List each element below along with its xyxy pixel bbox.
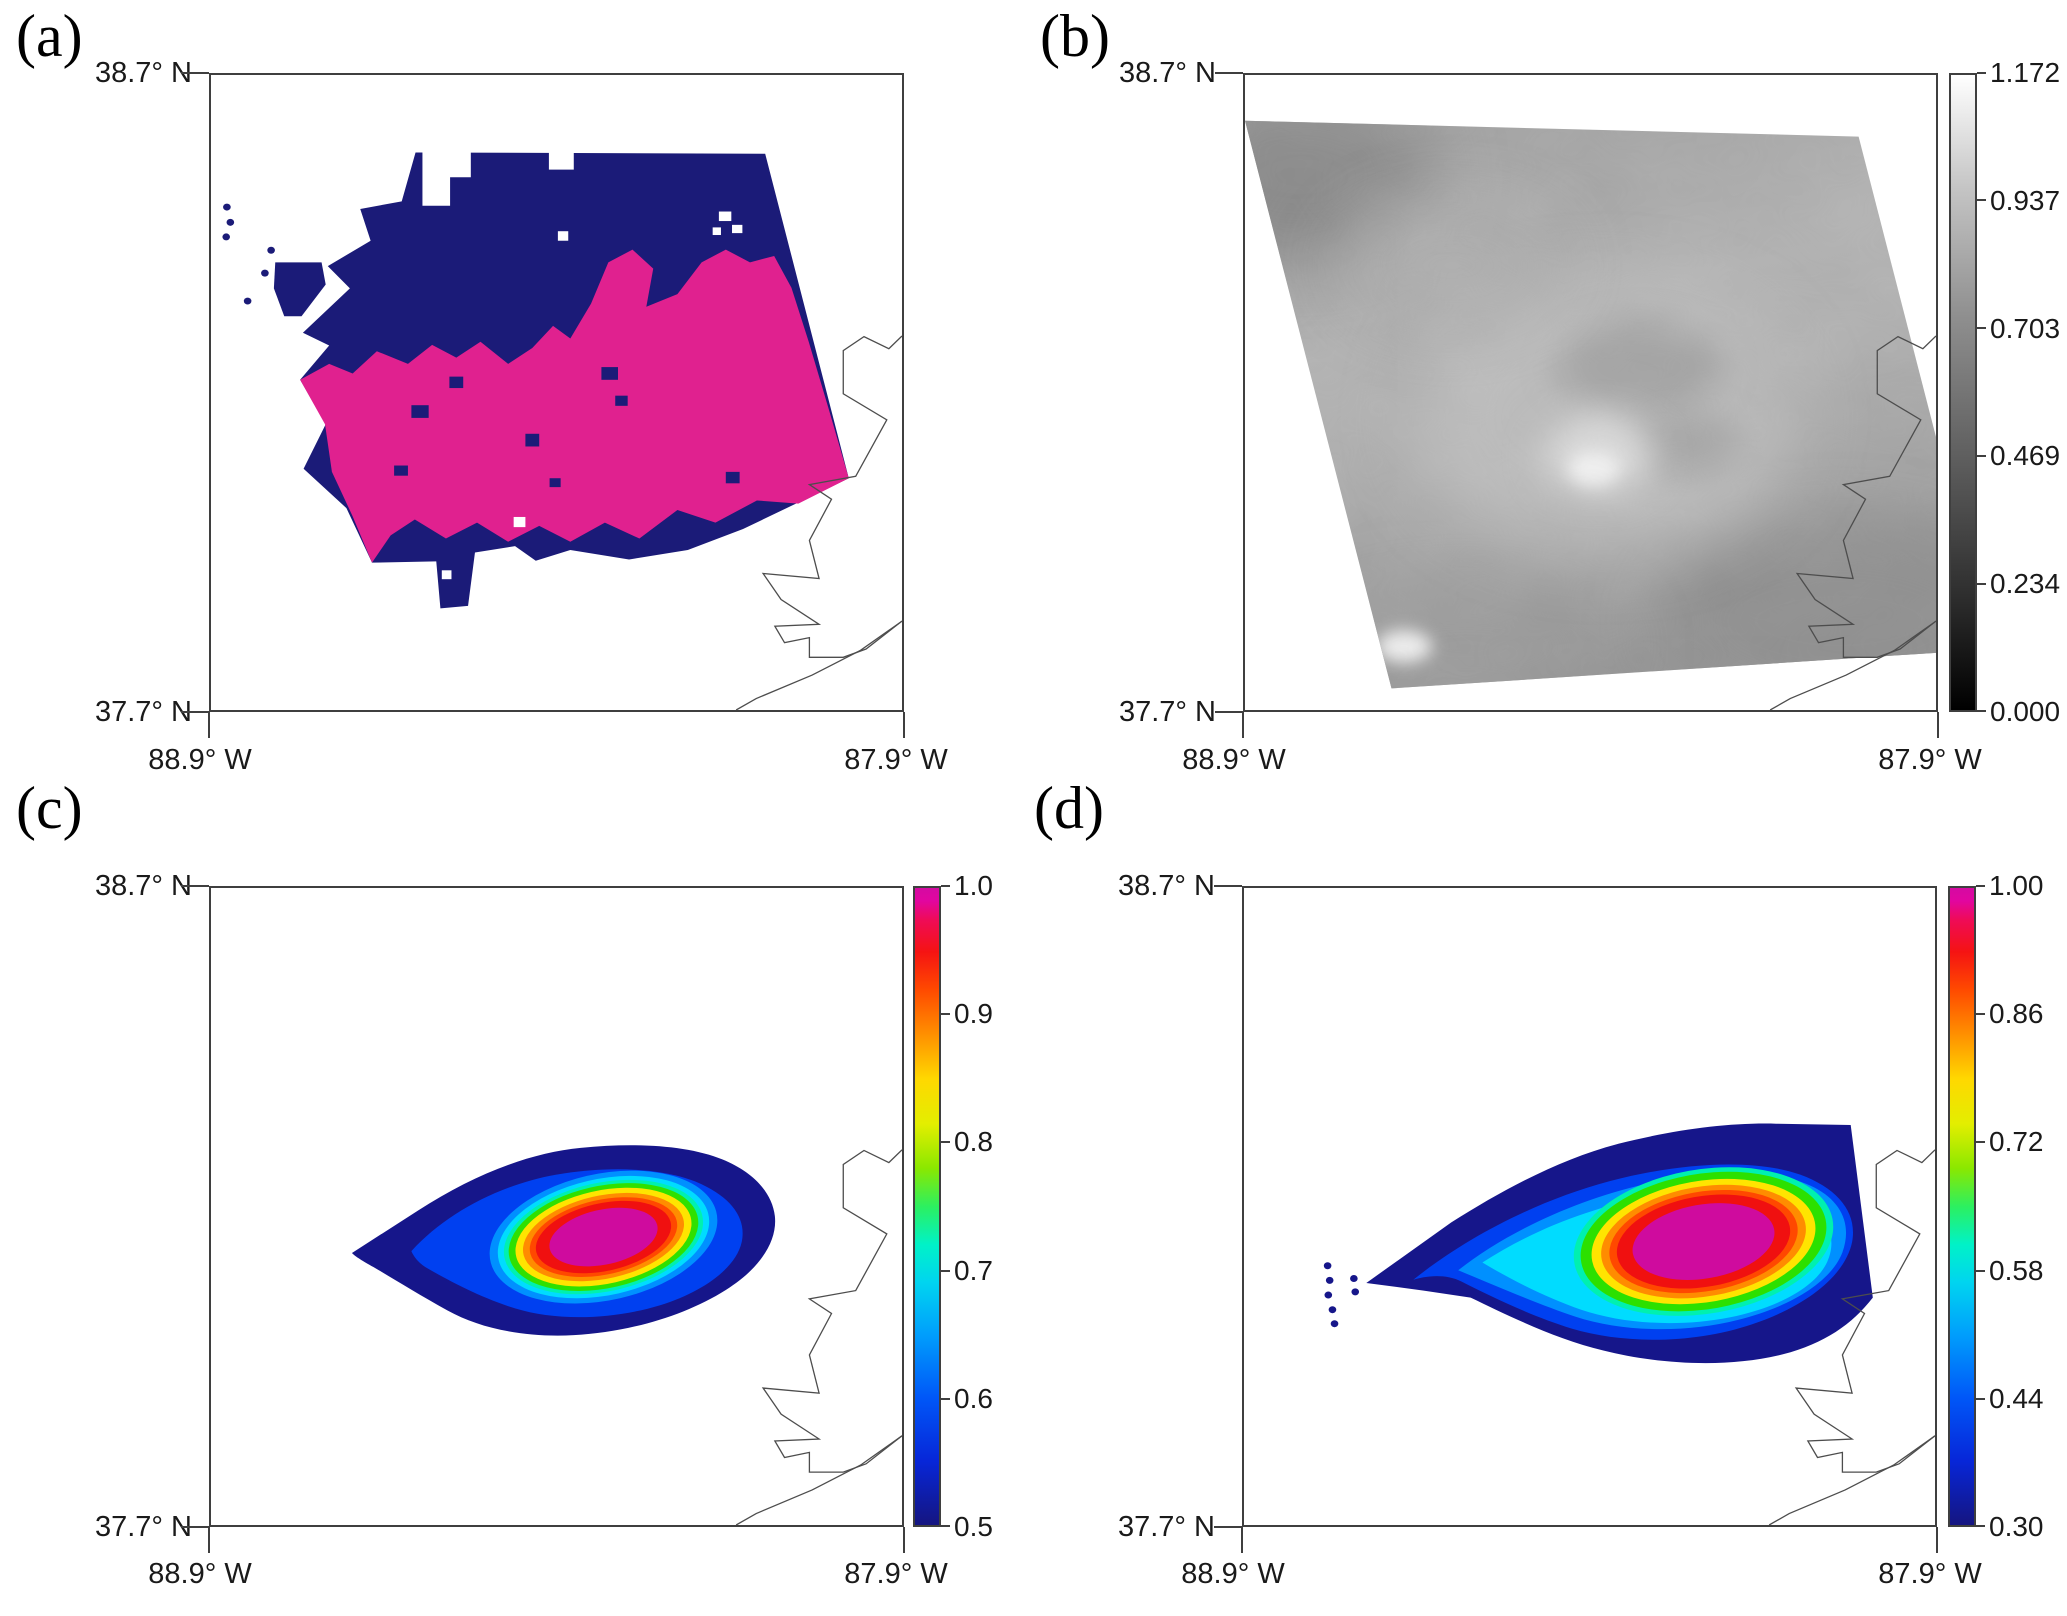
colorbar-tick <box>1976 1398 1985 1400</box>
axis-tick <box>1241 1527 1243 1553</box>
colorbar-tick <box>1976 1525 1985 1527</box>
panel-a-frame <box>209 73 904 712</box>
panel-b-tag: (b) <box>1040 3 1110 69</box>
panel-c-lon-left: 88.9° W <box>148 1558 252 1590</box>
colorbar-tick <box>941 1141 950 1143</box>
navy-dot-specks <box>1323 1262 1360 1328</box>
coastline <box>736 1150 902 1525</box>
colorbar-c-label: 0.6 <box>954 1383 993 1414</box>
panel-b-map <box>1245 120 1936 710</box>
navy-specks <box>222 203 326 317</box>
coastline <box>736 336 902 710</box>
colorbar-c-label: 0.7 <box>954 1255 993 1286</box>
panel-d-tag: (d) <box>1034 775 1104 841</box>
axis-tick <box>1215 711 1243 713</box>
classification-swath <box>222 148 849 609</box>
panel-b-lon-right: 87.9° W <box>1878 744 1982 776</box>
panel-b-lat-top: 38.7° N <box>1118 57 1216 89</box>
colorbar-tick <box>1977 455 1986 457</box>
axis-tick <box>181 1526 209 1528</box>
panel-c-frame <box>209 886 904 1527</box>
colorbar-c-label: 0.8 <box>954 1126 993 1157</box>
colorbar-tick <box>1976 1013 1985 1015</box>
colorbar-tick <box>941 1525 950 1527</box>
panel-c-lat-top: 38.7° N <box>94 870 192 902</box>
panel-a-lon-right: 87.9° W <box>844 744 948 776</box>
panel-b-frame <box>1243 73 1938 712</box>
colorbar-tick <box>1977 199 1986 201</box>
axis-tick <box>181 72 209 74</box>
colorbar-tick <box>1977 710 1986 712</box>
navy-islands <box>394 367 740 488</box>
panel-d-colorbar <box>1948 886 1976 1527</box>
colorbar-tick <box>1976 1141 1985 1143</box>
colorbar-d-label: 0.30 <box>1989 1511 2044 1542</box>
colorbar-b-label: 1.172 <box>1990 57 2061 88</box>
colorbar-c-label: 1.0 <box>954 870 993 901</box>
colorbar-tick <box>1976 1270 1985 1272</box>
colorbar-c-label: 0.5 <box>954 1511 993 1542</box>
colorbar-tick <box>1976 885 1985 887</box>
colorbar-b-label: 0.000 <box>1990 696 2061 727</box>
axis-tick <box>1214 1526 1242 1528</box>
colorbar-b-label: 0.469 <box>1990 440 2061 471</box>
panel-a-lon-left: 88.9° W <box>148 744 252 776</box>
axis-tick <box>208 1527 210 1553</box>
panel-a-tag: (a) <box>16 3 83 69</box>
coastline <box>1769 1150 1935 1525</box>
panel-d-map <box>1323 1123 1935 1525</box>
blob-rings <box>1573 1167 1834 1316</box>
axis-tick <box>1937 712 1939 738</box>
axis-tick <box>181 885 209 887</box>
colorbar-tick <box>941 1013 950 1015</box>
panel-a-map <box>222 148 902 710</box>
panel-a-lat-top: 38.7° N <box>94 57 192 89</box>
grayscale-swath <box>1245 120 1936 689</box>
panel-c-lon-right: 87.9° W <box>844 1558 948 1590</box>
colorbar-tick <box>1977 327 1986 329</box>
blob-rings <box>489 1170 718 1304</box>
axis-tick <box>1214 885 1242 887</box>
axis-tick <box>1936 1527 1938 1553</box>
colorbar-tick <box>1977 72 1986 74</box>
panel-c-lat-bottom: 37.7° N <box>94 1511 192 1543</box>
colorbar-d-label: 0.44 <box>1989 1383 2044 1414</box>
colorbar-c-label: 0.9 <box>954 998 993 1029</box>
panel-b-colorbar <box>1949 73 1977 712</box>
colorbar-b-label: 0.703 <box>1990 313 2061 344</box>
axis-tick <box>903 1527 905 1553</box>
colorbar-d-label: 0.86 <box>1989 998 2044 1029</box>
panel-d-frame <box>1242 886 1937 1527</box>
panel-c-tag: (c) <box>16 775 83 841</box>
axis-tick <box>1242 712 1244 738</box>
panel-d-lat-bottom: 37.7° N <box>1117 1511 1215 1543</box>
panel-a-lat-bottom: 37.7° N <box>94 696 192 728</box>
colorbar-d-label: 0.72 <box>1989 1126 2044 1157</box>
axis-tick <box>1215 72 1243 74</box>
white-holes <box>441 211 743 580</box>
colorbar-tick <box>941 1270 950 1272</box>
axis-tick <box>903 712 905 738</box>
axis-tick <box>208 712 210 738</box>
colorbar-d-label: 0.58 <box>1989 1255 2044 1286</box>
colorbar-d-label: 1.00 <box>1989 870 2044 901</box>
panel-b-lon-left: 88.9° W <box>1182 744 1286 776</box>
colorbar-tick <box>941 885 950 887</box>
panel-d-lat-top: 38.7° N <box>1117 870 1215 902</box>
panel-c-map <box>351 1145 902 1525</box>
panel-d-lon-right: 87.9° W <box>1878 1558 1982 1590</box>
panel-b-lat-bottom: 37.7° N <box>1118 696 1216 728</box>
axis-tick <box>181 711 209 713</box>
panel-c-colorbar <box>913 886 941 1527</box>
colorbar-b-label: 0.937 <box>1990 185 2061 216</box>
coastline <box>1770 336 1936 710</box>
probability-blob <box>351 1145 776 1336</box>
colorbar-tick <box>941 1398 950 1400</box>
probability-blob <box>1323 1123 1873 1364</box>
colorbar-tick <box>1977 583 1986 585</box>
panel-d-lon-left: 88.9° W <box>1181 1558 1285 1590</box>
colorbar-b-label: 0.234 <box>1990 568 2061 599</box>
